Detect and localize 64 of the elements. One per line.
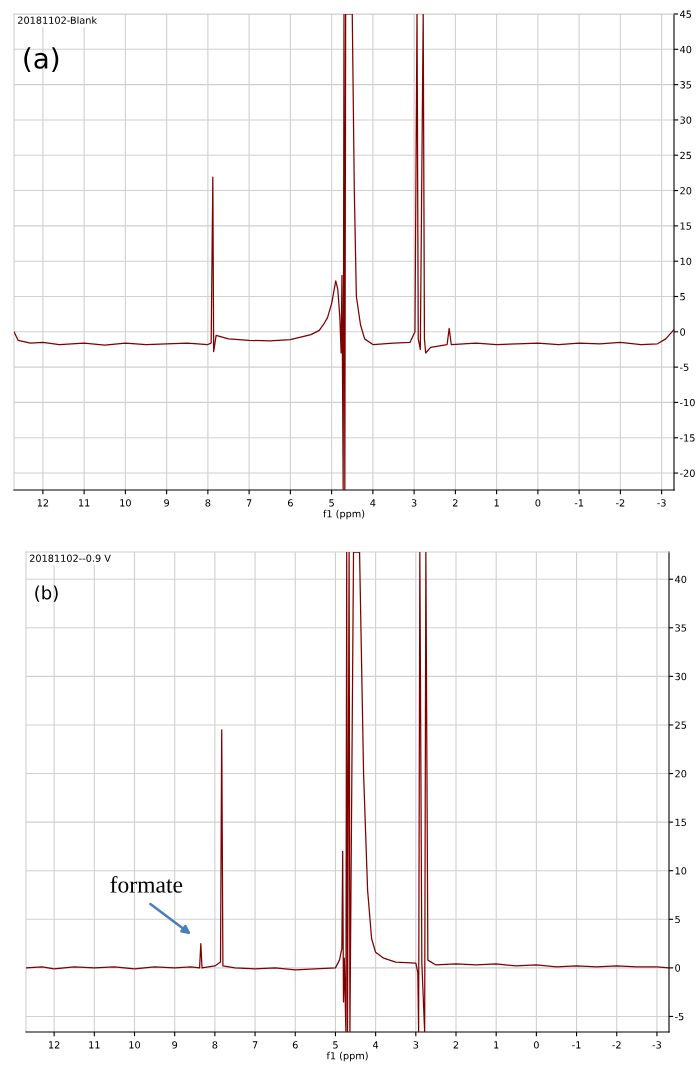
x-tick-label: 12 <box>49 1041 60 1049</box>
y-tick-label: 15 <box>680 222 692 230</box>
x-tick-label: -3 <box>657 499 666 507</box>
annotation: (a) <box>24 47 59 73</box>
y-tick-label: -5 <box>675 1013 684 1021</box>
x-tick-label: -2 <box>616 499 625 507</box>
x-tick-label: 5 <box>329 499 334 507</box>
x-tick-label: 11 <box>89 1041 100 1049</box>
x-tick-label: 9 <box>164 499 170 507</box>
x-tick-label: 12 <box>37 499 49 507</box>
x-tick-label: 6 <box>287 499 293 507</box>
y-tick-label: 35 <box>675 624 687 632</box>
y-tick-label: 20 <box>675 770 687 778</box>
y-tick-label: -20 <box>680 469 695 477</box>
y-tick-label: 10 <box>675 867 687 875</box>
y-tick-label: 10 <box>680 257 692 266</box>
x-tick-label: 3 <box>413 1041 419 1049</box>
y-tick-label: 15 <box>675 818 687 826</box>
y-tick-label: 30 <box>675 672 687 681</box>
chart-title: 20181102--0.9 V <box>29 554 111 562</box>
x-tick-label: 3 <box>411 499 417 507</box>
x-tick-label: 8 <box>205 499 211 507</box>
y-tick-label: -5 <box>680 363 689 371</box>
x-axis-title: f1 (ppm) <box>323 509 365 520</box>
x-tick-label: 2 <box>453 1041 459 1049</box>
y-tick-label: 35 <box>680 81 692 89</box>
line-series <box>26 552 669 1032</box>
x-tick-label: 6 <box>292 1041 298 1049</box>
x-tick-label: 4 <box>370 499 376 507</box>
x-tick-label: 0 <box>535 499 541 507</box>
y-tick-label: 20 <box>680 187 692 195</box>
x-tick-label: 5 <box>333 1041 338 1049</box>
y-tick-label: 40 <box>675 575 687 584</box>
y-tick-label: 0 <box>675 964 681 972</box>
x-tick-label: 9 <box>172 1041 178 1049</box>
x-tick-label: 10 <box>129 1041 141 1049</box>
x-tick-label: 10 <box>120 499 131 507</box>
y-tick-label: 5 <box>680 293 685 301</box>
x-tick-label: 8 <box>212 1041 218 1049</box>
x-axis-title: f1 (ppm) <box>326 1051 368 1062</box>
annotation: formate <box>110 875 183 893</box>
y-tick-label: 45 <box>680 10 692 18</box>
x-tick-label: -2 <box>612 1041 621 1049</box>
x-tick-label: -1 <box>574 499 584 507</box>
x-tick-label: 0 <box>533 1041 539 1049</box>
x-tick-label: 2 <box>452 499 458 507</box>
x-tick-label: 7 <box>252 1041 258 1049</box>
y-tick-label: 25 <box>680 151 692 160</box>
y-tick-label: 0 <box>680 328 686 336</box>
y-tick-label: -10 <box>680 398 695 407</box>
x-tick-label: 11 <box>79 499 90 507</box>
y-tick-label: 40 <box>680 45 692 54</box>
x-tick-label: -3 <box>652 1041 662 1049</box>
annotation: (b) <box>35 585 58 602</box>
x-tick-label: 7 <box>246 499 252 507</box>
x-tick-label: 1 <box>494 1041 499 1049</box>
x-tick-label: -1 <box>572 1041 581 1049</box>
y-tick-label: -15 <box>680 434 695 442</box>
chart-title: 20181102-Blank <box>18 16 98 24</box>
y-tick-label: 25 <box>675 721 687 729</box>
y-tick-label: 30 <box>680 116 692 124</box>
x-tick-label: 1 <box>494 499 499 507</box>
x-tick-label: 4 <box>373 1041 379 1049</box>
y-tick-label: 5 <box>675 915 680 924</box>
